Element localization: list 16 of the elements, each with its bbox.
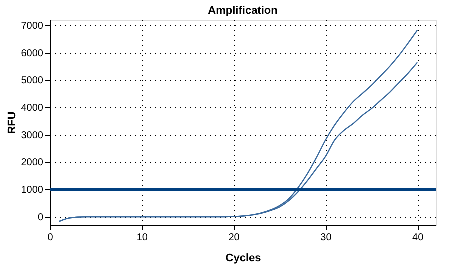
y-tick-label: 1000 [21,184,44,196]
x-tick-label: 20 [228,232,240,244]
y-tick-label: 4000 [21,102,44,114]
x-tick-label: 40 [412,232,424,244]
y-tick-label: 7000 [21,20,44,32]
chart-title: Amplification [208,5,278,17]
x-tick-label: 10 [136,232,148,244]
y-tick-label: 5000 [21,76,44,87]
y-tick-label: 6000 [21,48,44,60]
y-tick-label: 0 [38,212,44,224]
x-axis-title: Cycles [226,252,262,264]
x-tick-label: 30 [320,232,332,244]
x-tick-label: 0 [48,232,54,244]
y-axis-title: RFU [6,112,18,134]
y-tick-label: 2000 [21,158,44,169]
y-tick-label: 3000 [21,130,44,142]
